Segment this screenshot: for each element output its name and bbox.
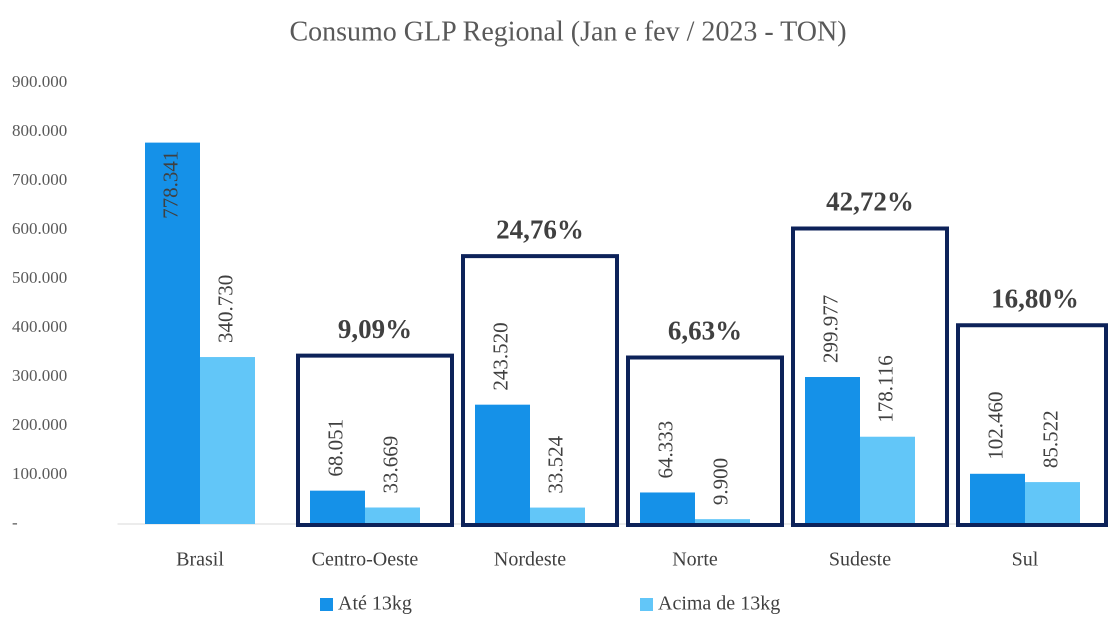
- highlight-box: [461, 254, 619, 527]
- data-label: 64.333: [653, 421, 677, 479]
- bar: [640, 492, 695, 524]
- x-tick-label: Centro-Oeste: [312, 549, 419, 571]
- data-label: 299.977: [818, 295, 842, 363]
- y-tick-label: 400.000: [12, 317, 67, 336]
- data-label: 178.116: [873, 355, 897, 422]
- data-label: 33.524: [543, 435, 567, 493]
- highlight-box: [296, 353, 454, 527]
- y-tick-label: 600.000: [12, 219, 67, 238]
- bar: [475, 404, 530, 524]
- data-label: 68.051: [323, 419, 347, 477]
- y-tick-label: 700.000: [12, 170, 67, 189]
- annotation: 9,09%: [338, 314, 412, 344]
- bar: [1025, 482, 1080, 524]
- bar: [805, 377, 860, 524]
- legend-label: Acima de 13kg: [658, 593, 780, 615]
- bar: [200, 357, 255, 524]
- x-tick-label: Sul: [1012, 549, 1039, 571]
- bar: [365, 507, 420, 524]
- data-label: 9.900: [708, 458, 732, 505]
- annotation: 24,76%: [496, 214, 584, 244]
- legend-label: Até 13kg: [338, 593, 412, 615]
- x-tick-label: Nordeste: [494, 549, 566, 571]
- data-label: 102.460: [983, 392, 1007, 460]
- y-tick-label: 300.000: [12, 366, 67, 385]
- x-tick-label: Norte: [672, 549, 718, 571]
- data-label: 33.669: [378, 436, 402, 494]
- annotation: 16,80%: [991, 283, 1079, 313]
- bar: [970, 473, 1025, 524]
- legend-swatch: [320, 598, 333, 611]
- y-tick-label: -: [12, 513, 18, 532]
- annotation: 42,72%: [826, 187, 914, 217]
- y-tick-label: 200.000: [12, 415, 67, 434]
- legend-swatch: [640, 598, 653, 611]
- y-tick-label: 100.000: [12, 464, 67, 483]
- y-tick-label: 900.000: [12, 72, 67, 91]
- data-label: 340.730: [213, 275, 237, 343]
- chart-title: Consumo GLP Regional (Jan e fev / 2023 -…: [289, 16, 846, 47]
- annotation: 6,63%: [668, 316, 742, 346]
- highlight-box: [626, 355, 784, 527]
- y-tick-label: 800.000: [12, 121, 67, 140]
- highlight-box: [791, 226, 949, 527]
- y-tick-label: 500.000: [12, 268, 67, 287]
- data-label: 85.522: [1038, 410, 1062, 468]
- bar: [145, 142, 200, 524]
- bar: [310, 490, 365, 524]
- x-tick-label: Brasil: [176, 549, 224, 571]
- bar: [860, 436, 915, 524]
- data-label: 243.520: [488, 322, 512, 390]
- data-label: 778.341: [158, 151, 182, 219]
- highlight-box: [956, 323, 1108, 527]
- bar: [530, 507, 585, 524]
- bar: [695, 519, 750, 524]
- x-tick-label: Sudeste: [829, 549, 891, 571]
